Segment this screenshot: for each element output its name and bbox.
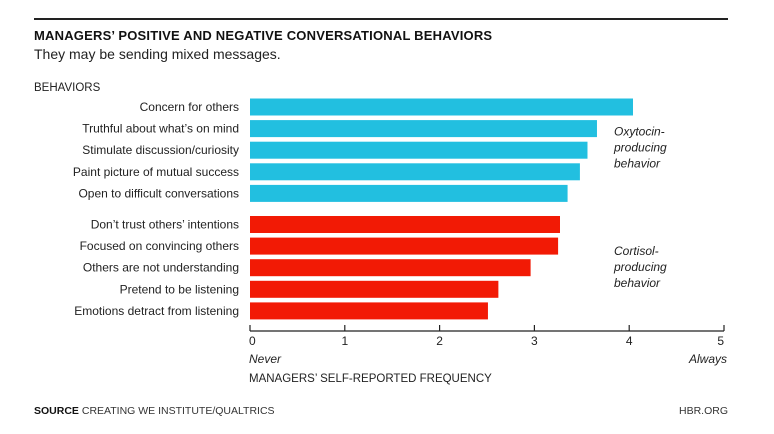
group-annotation-1-line-2: producing xyxy=(613,141,667,155)
chart-subtitle: They may be sending mixed messages. xyxy=(34,46,281,62)
group-annotation-1-line-1: Oxytocin- xyxy=(614,125,665,139)
category-label-don-t-trust-others-intentions: Don’t trust others’ intentions xyxy=(91,218,239,232)
bar-stimulate-discussion-curiosity xyxy=(250,141,588,159)
bar-emotions-detract-from-listening xyxy=(250,302,488,320)
x-tick-label-0: 0 xyxy=(249,334,256,348)
category-label-paint-picture-of-mutual-success: Paint picture of mutual success xyxy=(73,165,239,179)
x-tick-label-1: 1 xyxy=(341,334,348,348)
bar-concern-for-others xyxy=(250,98,633,116)
category-label-open-to-difficult-conversations: Open to difficult conversations xyxy=(78,186,239,200)
source-text: CREATING WE INSTITUTE/QUALTRICS xyxy=(81,405,275,417)
bar-others-are-not-understanding xyxy=(250,259,531,277)
bar-open-to-difficult-conversations xyxy=(250,184,568,202)
category-label-stimulate-discussion-curiosity: Stimulate discussion/curiosity xyxy=(82,143,239,157)
group-annotation-2-line-1: Cortisol- xyxy=(614,244,659,258)
chart-title: MANAGERS’ POSITIVE AND NEGATIVE CONVERSA… xyxy=(34,28,493,43)
category-label-others-are-not-understanding: Others are not understanding xyxy=(83,261,239,275)
bar-pretend-to-be-listening xyxy=(250,280,499,298)
x-tick-label-4: 4 xyxy=(626,334,633,348)
x-axis-title: MANAGERS’ SELF-REPORTED FREQUENCY xyxy=(249,373,492,385)
group-annotation-1-line-3: behavior xyxy=(614,157,661,171)
category-label-concern-for-others: Concern for others xyxy=(140,100,239,114)
category-label-emotions-detract-from-listening: Emotions detract from listening xyxy=(74,304,239,318)
x-tick-label-3: 3 xyxy=(531,334,538,348)
category-axis-label: BEHAVIORS xyxy=(34,82,101,94)
group-annotation-2-line-3: behavior xyxy=(614,276,661,290)
category-label-pretend-to-be-listening: Pretend to be listening xyxy=(120,282,239,296)
category-label-truthful-about-what-s-on-mind: Truthful about what’s on mind xyxy=(82,122,239,136)
category-label-focused-on-convincing-others: Focused on convincing others xyxy=(80,239,239,253)
publisher-label: HBR.ORG xyxy=(678,405,728,417)
bar-truthful-about-what-s-on-mind xyxy=(250,120,597,138)
x-max-label: Always xyxy=(688,352,727,366)
x-tick-label-2: 2 xyxy=(436,334,443,348)
x-tick-label-5: 5 xyxy=(717,334,724,348)
bar-don-t-trust-others-intentions xyxy=(250,216,560,233)
bar-paint-picture-of-mutual-success xyxy=(250,163,580,181)
group-annotation-2-line-2: producing xyxy=(613,260,667,274)
source-note: SOURCE CREATING WE INSTITUTE/QUALTRICS xyxy=(34,405,275,417)
x-min-label: Never xyxy=(249,352,282,366)
bar-focused-on-convincing-others xyxy=(250,237,559,255)
source-label: SOURCE xyxy=(34,405,79,417)
title-rule xyxy=(34,18,728,20)
